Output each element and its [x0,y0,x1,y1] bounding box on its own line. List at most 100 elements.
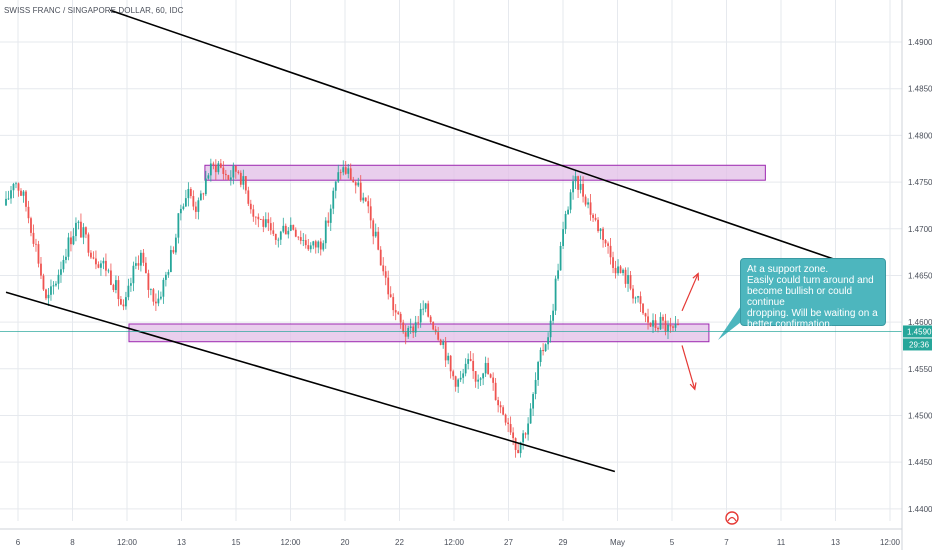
candle-body [42,275,45,290]
candle-body [247,190,250,204]
candle [589,194,592,221]
candle-body [472,360,475,372]
candle-body [517,449,520,454]
candle-body [234,165,237,172]
candle [447,352,450,365]
candle-body [597,219,599,232]
candle-body [7,198,10,200]
candle-body [607,243,609,246]
candle-body [537,361,540,380]
candle-body [45,289,47,299]
candle-body [604,240,607,244]
candle [547,332,549,350]
zone-rect[interactable] [204,164,766,181]
candle [424,302,427,313]
candle [622,268,624,276]
candle-body [589,202,592,215]
candle [644,312,647,323]
candle-body [612,257,614,268]
candle-body [367,201,370,207]
candle [609,238,612,265]
candle-body [82,227,85,238]
candle [105,253,107,277]
candle [669,317,672,333]
candle-body [125,297,127,307]
zone-rect[interactable] [128,323,710,343]
candle-body [402,322,405,333]
candle-body [217,163,220,173]
candle [135,256,137,270]
candle-body [624,269,627,284]
candle-body [12,183,15,191]
trend-line[interactable] [109,9,841,263]
candle-body [152,289,155,302]
candle [422,300,425,316]
candle-body [434,329,437,333]
candle [554,275,557,316]
candle-body [25,191,27,207]
candle-body [229,177,232,180]
candle [307,238,310,251]
candle [257,213,260,228]
candle-body [379,249,382,266]
candle-body [344,167,347,174]
candle-body [334,181,337,191]
candle-body [149,289,152,291]
candle [5,191,7,207]
candle-body [189,188,192,197]
candle [262,216,265,233]
candle-body [499,405,502,408]
candle-body [617,266,619,274]
candle [369,198,372,229]
candle-body [257,216,260,220]
candle-body [377,231,380,250]
candle [115,275,117,294]
candle [269,217,272,235]
candle [152,287,155,306]
candle-body [519,442,522,454]
candle [112,283,115,293]
candle-body [282,225,285,232]
candle-body [432,322,435,330]
candle-body [319,241,322,250]
candle-body [147,273,150,290]
candle-body [357,182,360,186]
candle [517,443,520,454]
candles [5,158,679,458]
arrow-head [692,272,700,281]
candle-body [364,197,367,202]
candle [50,279,52,301]
candle-body [594,217,597,220]
candle-body [654,320,657,328]
candle [199,190,202,201]
trend-line[interactable] [5,291,616,473]
candle-body [107,270,110,272]
candle [244,176,247,194]
candle [347,163,350,179]
candle [125,291,127,310]
candle-body [27,206,30,219]
candle [557,263,559,281]
candle-body [5,198,7,206]
candle-body [462,373,465,378]
candle [617,259,619,276]
scenario-arrow[interactable] [681,272,700,312]
candle-body [199,193,202,201]
x-tick-label: 5 [670,538,675,547]
candle-body [80,221,82,238]
x-tick-label: 15 [232,538,241,547]
candle [324,217,327,249]
candle [432,321,435,331]
scenario-arrow[interactable] [681,345,697,391]
candle [674,315,677,332]
candle [167,269,170,278]
candle [499,401,502,414]
candle-body [352,179,355,183]
event-marker-icon[interactable] [725,511,739,525]
candle-body [374,231,377,237]
annotation-box[interactable]: At a support zone. Easily could turn aro… [740,258,886,330]
candle [597,217,599,233]
candle [117,275,120,307]
